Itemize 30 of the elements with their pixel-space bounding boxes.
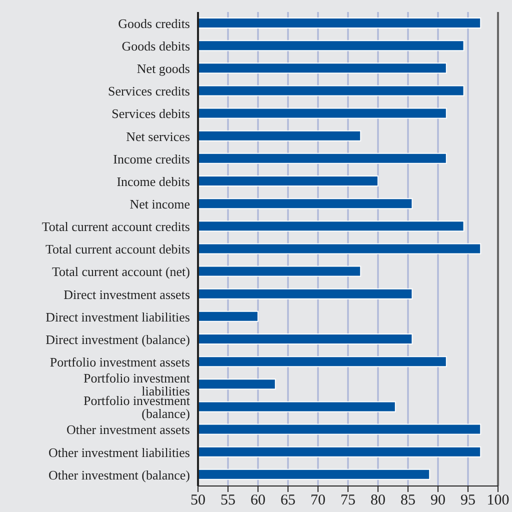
x-tick-label: 80 xyxy=(370,492,386,509)
x-tick-label: 95 xyxy=(460,492,476,509)
y-tick-label: Services debits xyxy=(112,106,190,122)
y-tick-label: Other investment liabilities xyxy=(48,444,190,460)
y-tick-label: Direct investment liabilities xyxy=(46,309,190,324)
x-tick-label: 100 xyxy=(486,492,510,509)
x-tick-label: 85 xyxy=(400,492,416,509)
y-tick-label: Total current account credits xyxy=(42,219,190,234)
y-tick-label: Net goods xyxy=(136,61,190,76)
y-tick-label: Net services xyxy=(126,128,190,144)
x-tick-label: 50 xyxy=(190,492,206,509)
y-tick-label: Total current account (net) xyxy=(52,264,190,280)
x-tick-label: 55 xyxy=(220,492,236,509)
y-tick-label: Goods credits xyxy=(118,16,190,31)
y-tick-label: Direct investment (balance) xyxy=(46,332,190,347)
y-tick-label: Total current account debits xyxy=(45,242,190,257)
x-tick-label: 75 xyxy=(340,492,356,509)
y-tick-label: Services credits xyxy=(108,84,190,99)
y-tick-label: Income credits xyxy=(113,151,190,166)
y-tick-label: Income debits xyxy=(116,174,190,189)
x-tick-label: 65 xyxy=(280,492,296,509)
y-tick-label: Goods debits xyxy=(122,38,190,54)
x-tick-label: 90 xyxy=(430,492,446,509)
y-tick-label: Other investment assets xyxy=(66,422,190,438)
y-tick-label: Other investment (balance) xyxy=(48,467,190,482)
x-tick-label: 60 xyxy=(250,492,266,509)
y-tick-label: Net income xyxy=(130,196,190,212)
x-tick-label: 70 xyxy=(310,492,326,509)
y-tick-label: Portfolio investment assets xyxy=(50,354,190,370)
y-tick-label: Direct investment assets xyxy=(64,286,190,302)
